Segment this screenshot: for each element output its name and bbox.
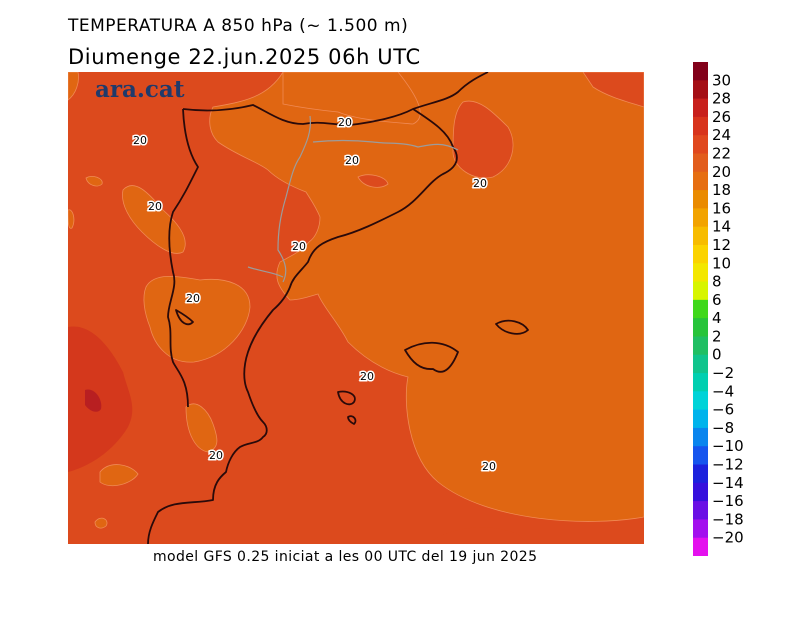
legend-swatch: [693, 116, 708, 136]
temperature-field-20-spot-c: [68, 209, 75, 229]
legend-swatch: [693, 373, 708, 392]
legend-label: 24: [712, 126, 731, 144]
coastline: [147, 72, 529, 544]
legend-swatch: [693, 336, 708, 356]
legend-label: 14: [712, 218, 731, 236]
legend-swatch: [693, 244, 708, 264]
legend-swatch: [693, 226, 708, 246]
legend-label: −10: [712, 437, 744, 455]
legend-swatch: [693, 427, 708, 447]
legend-label: 30: [712, 71, 731, 89]
legend-swatch: [693, 190, 708, 209]
temperature-field-22-spot: [357, 174, 389, 188]
legend-swatch: [693, 409, 708, 429]
legend-swatch: [693, 281, 708, 301]
temperature-field-20-spot-a: [85, 176, 103, 187]
contour-label: 20: [133, 134, 147, 147]
legend-swatch: [693, 98, 708, 118]
legend-label: 18: [712, 181, 731, 199]
legend-label: 26: [712, 108, 731, 126]
legend-label: −18: [712, 510, 744, 528]
contour-label: 20: [360, 370, 374, 383]
legend-label: 10: [712, 254, 731, 272]
contour-label: 20: [345, 154, 359, 167]
legend-swatch: [693, 80, 708, 100]
temperature-field-22-top: [582, 72, 644, 108]
regional-borders: [247, 115, 459, 283]
contour-label: 20: [292, 240, 306, 253]
legend-swatch: [693, 153, 708, 173]
legend-label: 16: [712, 199, 731, 217]
legend-label: 12: [712, 236, 731, 254]
legend-swatch: [693, 135, 708, 154]
temperature-field-22-east: [452, 100, 514, 179]
legend-swatch: [693, 391, 708, 411]
ara-cat-logo: ara.cat: [95, 76, 185, 103]
legend-label: −4: [712, 382, 734, 400]
legend-label: 0: [712, 346, 722, 364]
map-subtitle: Diumenge 22.jun.2025 06h UTC: [68, 45, 421, 69]
legend-swatch: [693, 208, 708, 228]
legend-label: −6: [712, 401, 734, 419]
legend-swatch: [693, 171, 708, 191]
contour-label: 20: [186, 292, 200, 305]
legend-swatch: [693, 318, 708, 337]
model-info-footer: model GFS 0.25 iniciat a les 00 UTC del …: [153, 549, 538, 565]
legend-swatch: [693, 263, 708, 283]
legend-label: 28: [712, 90, 731, 108]
legend-label: −2: [712, 364, 734, 382]
legend-swatch: [693, 501, 708, 520]
temperature-field-20-main: [209, 72, 644, 522]
legend-swatch: [693, 537, 708, 556]
legend-swatch: [693, 464, 708, 484]
legend-label: −16: [712, 492, 744, 510]
legend-label: −8: [712, 419, 734, 437]
contour-label: 20: [338, 116, 352, 129]
legend-swatch: [693, 519, 708, 539]
contour-label: 20: [209, 449, 223, 462]
map-title: TEMPERATURA A 850 hPa (~ 1.500 m): [68, 16, 409, 36]
legend-label: 6: [712, 291, 722, 309]
contour-label: 20: [148, 200, 162, 213]
temperature-field-22-left: [68, 326, 133, 472]
color-legend: 302826242220181614121086420−2−4−6−8−10−1…: [693, 62, 744, 556]
legend-label: −14: [712, 474, 744, 492]
legend-label: −20: [712, 529, 744, 547]
legend-label: 8: [712, 273, 722, 291]
temperature-field-22-south: [428, 527, 528, 544]
temperature-field-20-sw: [99, 464, 139, 487]
contour-label: 20: [473, 177, 487, 190]
legend-label: 2: [712, 327, 722, 345]
contour-label: 20: [482, 460, 496, 473]
temperature-map: 20 20 20 20 20 20 20 20 20 20: [68, 72, 644, 544]
legend-swatch: [693, 482, 708, 502]
temperature-field-20-spot-b: [94, 517, 108, 529]
legend-label: −12: [712, 456, 744, 474]
temperature-field-24: [85, 389, 102, 412]
legend-label: 20: [712, 163, 731, 181]
legend-swatch: [693, 354, 708, 374]
legend-swatch: [693, 299, 708, 319]
legend-label: 4: [712, 309, 722, 327]
temperature-field-20-south: [185, 403, 218, 453]
legend-label: 22: [712, 144, 731, 162]
temperature-field-20-nw: [68, 72, 79, 101]
legend-swatch: [693, 62, 708, 81]
legend-swatch: [693, 446, 708, 466]
